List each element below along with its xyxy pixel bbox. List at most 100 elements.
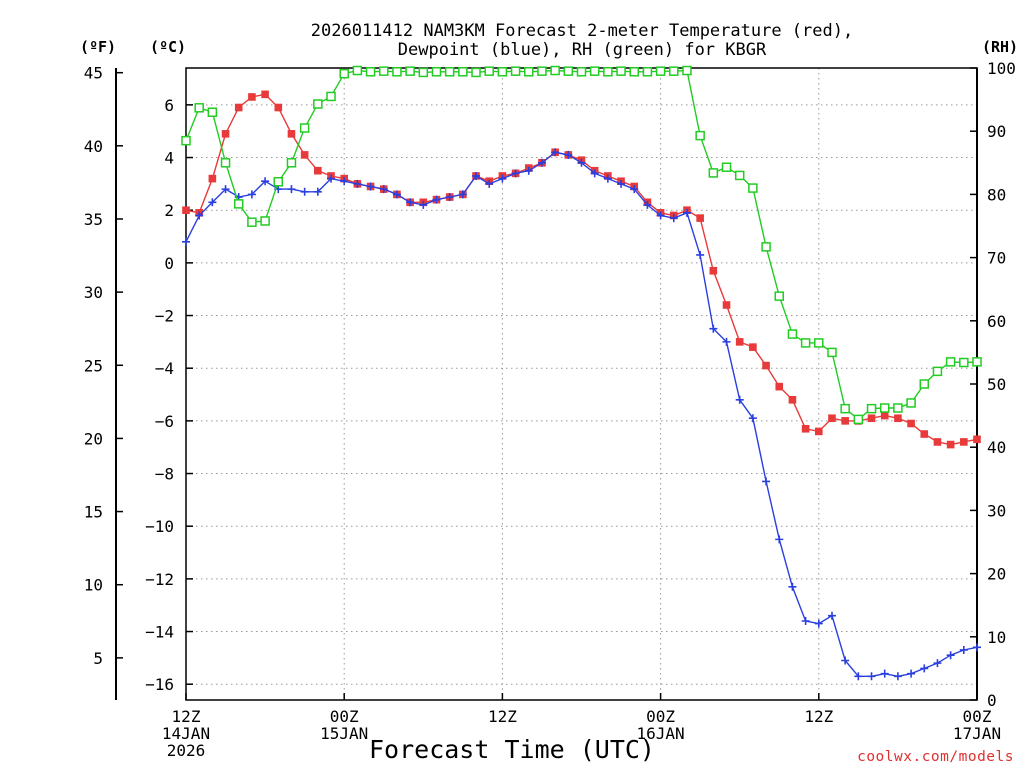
time-tick-label: 14JAN [162, 724, 210, 743]
temperature-point [894, 414, 902, 423]
celsius-unit-label: (ºC) [150, 38, 186, 56]
rh-point [695, 130, 705, 141]
dewpoint-point [788, 582, 797, 591]
dewpoint-point [735, 395, 744, 404]
credit-label: coolwx.com/models [857, 749, 1014, 765]
dewpoint-point [841, 656, 850, 665]
dewpoint-point [432, 195, 441, 204]
rh-point [642, 67, 653, 77]
rh-point [497, 67, 508, 77]
rh-point [774, 291, 784, 301]
dewpoint-point [814, 619, 823, 628]
temperature-point [749, 343, 757, 351]
axes-layer: 454035302520151056420−2−4−6−8−10−12−14−1… [84, 59, 1016, 760]
rh-point [233, 199, 244, 209]
temperature-point [709, 266, 718, 275]
dewpoint-point [920, 664, 929, 673]
temperature-point [287, 130, 296, 138]
celsius-tick-label: −6 [155, 412, 174, 431]
dewpoint-point [603, 174, 612, 183]
rh-tick-label: 30 [987, 501, 1006, 520]
temperature-point [762, 361, 770, 370]
dewpoint-point [221, 185, 230, 194]
rh-tick-label: 40 [987, 438, 1006, 457]
dewpoint-point [669, 214, 678, 223]
rh-tick-label: 80 [987, 185, 1006, 204]
fahrenheit-tick-label: 35 [84, 210, 103, 229]
dewpoint-point [748, 414, 757, 423]
dewpoint-point [182, 237, 190, 246]
rh-point [840, 403, 850, 414]
dewpoint-point [195, 211, 204, 220]
fahrenheit-tick-label: 25 [84, 356, 103, 375]
dewpoint-point [551, 148, 560, 157]
rh-point [906, 398, 916, 408]
temperature-point [946, 440, 955, 449]
rh-tick-label: 10 [987, 628, 1006, 647]
fahrenheit-tick-label: 15 [84, 503, 103, 522]
dewpoint-point [287, 185, 296, 194]
temperature-point [933, 438, 942, 446]
rh-point [431, 67, 442, 77]
temperature-point [841, 417, 849, 425]
dewpoint-point [366, 182, 375, 191]
rh-point [352, 65, 363, 76]
fahrenheit-tick-label: 45 [84, 64, 103, 83]
celsius-tick-label: −4 [155, 359, 174, 378]
rh-point [194, 103, 204, 113]
rh-point [313, 99, 323, 109]
rh-point [959, 357, 969, 368]
dewpoint-point [775, 535, 784, 544]
dewpoint-point [327, 174, 336, 183]
celsius-tick-label: −2 [155, 307, 174, 326]
rh-point [893, 403, 903, 413]
time-tick-label: 00Z [646, 707, 675, 726]
time-tick-label: 12Z [488, 707, 517, 726]
rh-point [299, 123, 310, 133]
temperature-point [314, 166, 322, 175]
dewpoint-point [498, 174, 507, 183]
dewpoint-point [261, 177, 270, 186]
rh-point [260, 216, 270, 226]
rh-point [603, 67, 613, 77]
rh-tick-label: 100 [987, 59, 1016, 78]
rh-point [550, 65, 560, 76]
celsius-tick-label: −14 [145, 623, 174, 642]
temperature-point [907, 419, 915, 428]
dewpoint-point [801, 617, 810, 625]
rh-point [444, 67, 455, 77]
dewpoint-point [907, 669, 916, 678]
grid-layer [186, 68, 977, 700]
time-tick-label: 12Z [804, 707, 833, 726]
rh-point [919, 379, 930, 389]
dewpoint-point [577, 158, 586, 167]
dewpoint-point [458, 190, 467, 199]
dewpoint-point [880, 669, 889, 678]
temperature-point [234, 103, 243, 112]
rh-tick-label: 60 [987, 312, 1006, 331]
dewpoint-point [696, 250, 705, 259]
rh-point [721, 162, 732, 172]
celsius-tick-label: −12 [145, 570, 174, 589]
temperature-point [801, 424, 810, 433]
dewpoint-point [247, 190, 256, 199]
rh-point [524, 67, 534, 77]
time-tick-label: 12Z [172, 707, 201, 726]
rh-tick-label: 20 [987, 565, 1006, 584]
dewpoint-point [511, 169, 520, 178]
rh-point [629, 67, 639, 77]
dewpoint-point [445, 193, 454, 202]
dewpoint-point [630, 185, 639, 194]
rh-point [814, 338, 824, 348]
temperature-point [696, 214, 704, 222]
dewpoint-point [379, 185, 388, 194]
temperature-point [735, 338, 744, 346]
temperature-point [828, 414, 836, 423]
rh-point [748, 183, 758, 193]
dewpoint-point [524, 166, 533, 175]
rh-point [866, 403, 877, 414]
fahrenheit-unit-label: (ºF) [80, 38, 116, 56]
rh-point [787, 329, 798, 339]
rh-point [286, 158, 297, 168]
